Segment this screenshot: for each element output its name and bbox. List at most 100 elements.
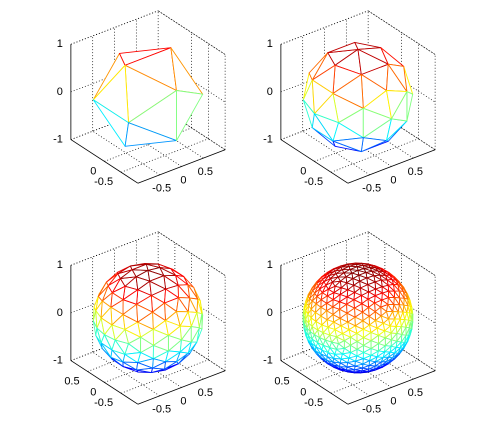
mesh-face — [317, 329, 324, 339]
mesh-face — [325, 281, 333, 290]
z-tick-label: 1 — [57, 259, 63, 271]
x-tick-label: 0 — [180, 395, 186, 407]
mesh-face — [398, 304, 405, 313]
mesh-face — [339, 308, 348, 319]
mesh-face — [164, 363, 179, 371]
y-tick-label: 0 — [300, 165, 306, 177]
mesh-face — [122, 289, 139, 305]
mesh-face — [380, 299, 389, 308]
y-tick-label: 0.5 — [64, 375, 79, 387]
mesh-face — [346, 278, 355, 286]
mesh-face — [326, 319, 335, 328]
mesh-face — [332, 74, 364, 109]
x-tick-label: -0.5 — [362, 183, 381, 195]
mesh-face — [333, 358, 342, 364]
mesh-face — [305, 331, 309, 340]
mesh-face — [351, 272, 360, 280]
mesh-face — [348, 325, 358, 334]
mesh-face — [400, 285, 407, 294]
mesh-face — [165, 350, 181, 363]
mesh-face — [95, 310, 102, 329]
mesh-face — [374, 265, 383, 270]
mesh-face — [176, 90, 204, 142]
grid-line — [120, 359, 209, 394]
mesh-face — [374, 292, 383, 301]
mesh-face — [326, 302, 334, 312]
x-tick-label: 0.5 — [408, 166, 423, 178]
mesh-face — [399, 341, 406, 349]
mesh-face — [358, 272, 368, 279]
mesh-face — [362, 107, 392, 139]
grid-line — [280, 231, 369, 266]
mesh-face — [95, 327, 102, 344]
mesh-face — [179, 341, 192, 354]
mesh-face — [308, 52, 329, 81]
mesh-face — [361, 263, 370, 266]
mesh-face — [371, 270, 381, 276]
z-tick-label: -1 — [263, 133, 273, 145]
mesh-face — [356, 332, 364, 342]
mesh-face — [348, 355, 358, 362]
mesh-face — [354, 360, 364, 367]
mesh-face — [107, 278, 121, 294]
mesh-face — [135, 276, 151, 291]
y-tick-label: -0.5 — [94, 176, 113, 188]
mesh-face — [410, 313, 414, 322]
mesh-face — [399, 311, 406, 321]
mesh-face — [363, 268, 373, 273]
mesh-face — [149, 275, 167, 290]
mesh-face — [346, 307, 356, 318]
mesh-face — [315, 296, 322, 305]
grid-line — [92, 130, 160, 176]
mesh-face — [187, 284, 199, 300]
grid-line — [87, 337, 176, 372]
mesh-face — [326, 352, 335, 360]
mesh-face — [348, 265, 358, 270]
mesh-face — [383, 271, 391, 276]
mesh-face — [388, 290, 395, 298]
mesh-face — [375, 267, 384, 273]
mesh-face — [303, 301, 307, 310]
mesh-face — [379, 274, 388, 281]
grid-line — [70, 231, 159, 266]
mesh-face — [409, 299, 413, 308]
mesh-face — [140, 336, 154, 353]
mesh-face — [170, 268, 185, 277]
mesh-face — [303, 327, 307, 336]
mesh-face — [311, 79, 334, 115]
grid-line — [314, 348, 402, 383]
x-axis-line — [137, 149, 226, 184]
mesh-face — [339, 362, 348, 368]
mesh-face — [339, 368, 348, 372]
mesh-face — [136, 303, 153, 323]
mesh-face — [333, 266, 342, 272]
mesh-face — [316, 276, 323, 284]
z-tick-label: -1 — [263, 354, 273, 366]
mesh-face — [329, 334, 337, 343]
mesh-face — [326, 359, 334, 366]
mesh-face — [398, 281, 405, 288]
y-tick-label: 0 — [90, 386, 96, 398]
mesh-face — [376, 351, 386, 358]
mesh-face — [175, 274, 189, 286]
mesh-face — [309, 290, 316, 299]
mesh-face — [110, 356, 124, 368]
y-tick-label: 0 — [300, 386, 306, 398]
mesh-face — [332, 137, 364, 153]
mesh-face — [320, 310, 328, 321]
mesh-face — [317, 337, 324, 346]
mesh-face — [388, 311, 396, 320]
mesh-face — [319, 281, 327, 290]
mesh-face — [381, 286, 390, 294]
x-tick-label: -0.5 — [152, 404, 171, 416]
mesh-face — [366, 277, 376, 286]
mesh-face — [111, 324, 126, 341]
mesh-face — [408, 328, 412, 337]
mesh-face — [170, 47, 204, 95]
mesh-face — [311, 113, 334, 142]
mesh-face — [389, 274, 397, 281]
grid-line — [330, 138, 419, 173]
mesh-face — [388, 352, 396, 359]
mesh-face — [396, 332, 403, 342]
z-tick-label: -1 — [53, 354, 63, 366]
